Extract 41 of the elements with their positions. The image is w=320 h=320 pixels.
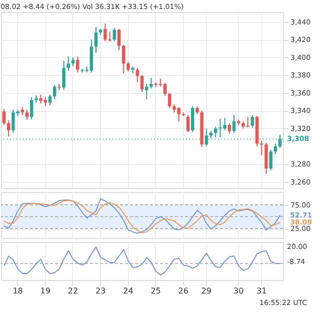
x-tick-label: 18 [12, 286, 23, 296]
candlestick [250, 114, 254, 128]
candlestick [48, 94, 52, 106]
x-tick-label: 26 [178, 286, 188, 296]
candlestick [126, 61, 130, 72]
candlestick [94, 26, 98, 54]
candlestick [136, 68, 140, 83]
candlestick [62, 60, 66, 91]
candlestick [2, 108, 6, 126]
x-tick-label: 31 [256, 286, 267, 296]
candlestick [108, 31, 112, 42]
candlestick [122, 44, 126, 74]
candlestick [66, 56, 70, 72]
candlestick [228, 122, 232, 134]
candlestick [52, 84, 56, 100]
candlestick [6, 120, 10, 137]
candlestick [117, 28, 121, 51]
x-tick-label: 23 [96, 286, 106, 296]
candlestick [186, 114, 190, 132]
x-tick-label: 24 [123, 286, 134, 296]
candlestick [260, 140, 264, 156]
candlestick [232, 114, 236, 134]
candlestick [104, 23, 107, 42]
candlestick [25, 109, 29, 120]
x-tick-label: 30 [234, 286, 244, 296]
x-tick-label: 29 [201, 286, 212, 296]
x-tick-label: 19 [40, 286, 50, 296]
candlestick [269, 149, 272, 171]
x-tick-label: 22 [68, 286, 78, 296]
x-tick-label: 25 [150, 286, 161, 296]
candlestick [112, 28, 116, 42]
candlestick [163, 82, 167, 96]
candlestick [150, 77, 153, 89]
candlestick [30, 96, 34, 120]
candlestick [274, 143, 278, 155]
candlestick [190, 106, 194, 132]
candlestick [76, 56, 80, 73]
candlestick [140, 74, 144, 92]
candlestick [264, 142, 268, 174]
candlestick [168, 92, 172, 108]
candlestick [144, 84, 148, 100]
